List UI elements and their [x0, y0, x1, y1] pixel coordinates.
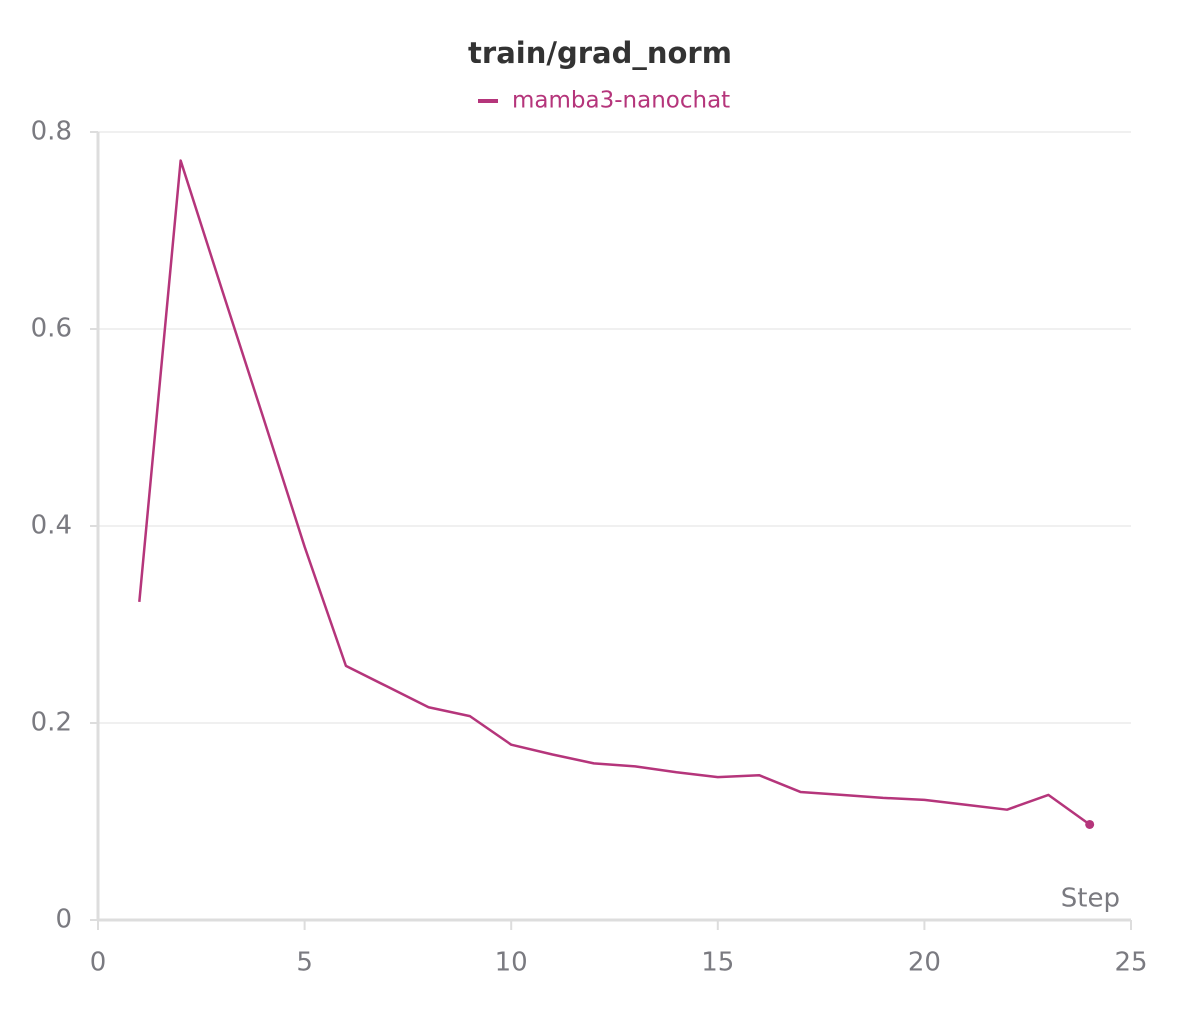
y-tick-label: 0.2 — [31, 708, 72, 738]
series-line — [138, 159, 1091, 826]
y-tick-label: 0.4 — [31, 511, 72, 541]
legend-label[interactable]: mamba3-nanochat — [512, 88, 730, 114]
x-tick-label: 0 — [90, 948, 107, 978]
x-tick-label: 20 — [908, 948, 941, 978]
x-axis-label: Step — [1061, 884, 1120, 914]
x-tick-label: 15 — [701, 948, 734, 978]
y-tick-label: 0 — [55, 905, 72, 935]
chart-title: train/grad_norm — [468, 36, 732, 70]
y-tick-label: 0.6 — [31, 314, 72, 344]
last-point — [1085, 819, 1095, 829]
y-tick-label: 0.8 — [31, 117, 72, 147]
x-tick-label: 10 — [495, 948, 528, 978]
x-tick-label: 5 — [296, 948, 313, 978]
x-tick-label: 25 — [1114, 948, 1147, 978]
